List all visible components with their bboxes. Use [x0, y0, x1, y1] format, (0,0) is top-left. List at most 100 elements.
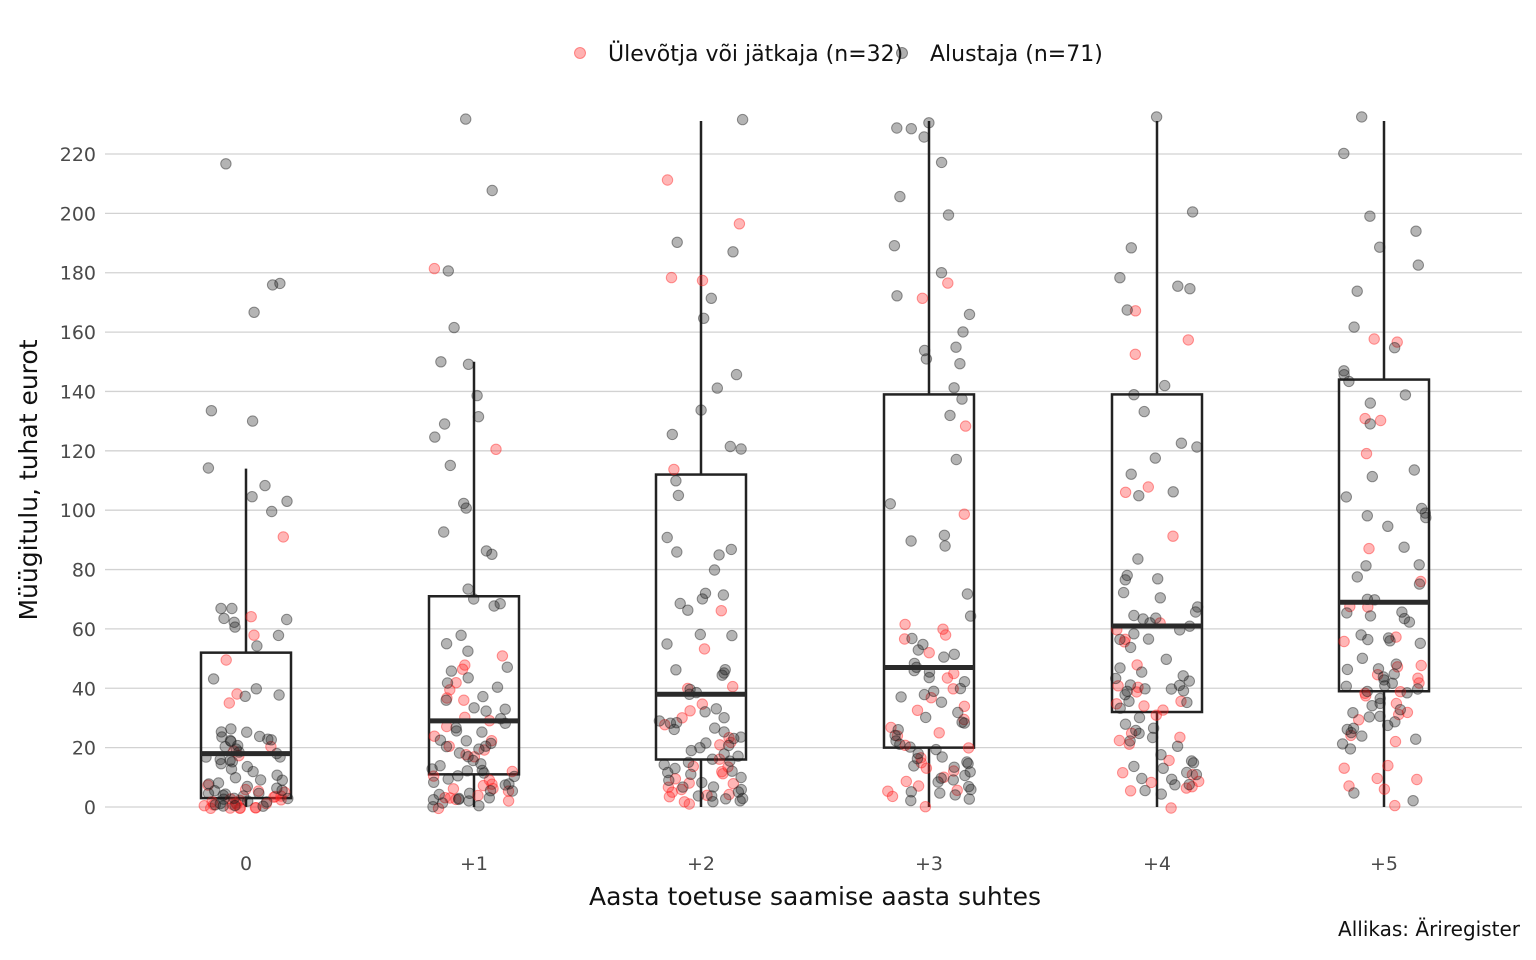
- point-alustaja-0-69: [257, 800, 269, 812]
- point-alustaja-0-23: [225, 723, 237, 735]
- point-alustaja-2-18: [699, 587, 712, 599]
- point-alustaja-2-39: [709, 722, 721, 734]
- point-alustaja-3-27: [917, 638, 929, 651]
- point-alustaja-1-43: [473, 743, 485, 755]
- point-ulevotja-4-20: [1174, 731, 1186, 743]
- point-alustaja-1-12: [460, 502, 472, 514]
- point-alustaja-1-47: [475, 758, 487, 770]
- point-ulevotja-1-23: [487, 782, 499, 795]
- legend-label-ulevotja: Ülevõtja või jätkaja (n=32): [608, 41, 903, 67]
- point-alustaja-1-45: [462, 751, 474, 763]
- point-ulevotja-5-28: [1411, 773, 1423, 786]
- point-ulevotja-1-4: [456, 663, 469, 675]
- point-alustaja-4-8: [1128, 389, 1140, 401]
- y-tick-label-220: 220: [60, 144, 96, 166]
- point-ulevotja-3-30: [886, 790, 899, 803]
- point-alustaja-3-22: [905, 535, 917, 547]
- point-ulevotja-1-27: [444, 792, 456, 804]
- point-ulevotja-2-7: [727, 680, 739, 693]
- point-alustaja-0-47: [229, 772, 242, 784]
- point-alustaja-4-20: [1117, 586, 1130, 599]
- point-ulevotja-1-20: [483, 774, 496, 786]
- point-alustaja-2-21: [674, 597, 686, 610]
- point-alustaja-3-61: [935, 772, 947, 784]
- point-alustaja-1-11: [458, 497, 470, 510]
- point-alustaja-5-15: [1408, 464, 1421, 476]
- point-alustaja-4-19: [1152, 573, 1164, 585]
- point-alustaja-2-13: [661, 531, 673, 544]
- point-alustaja-5-47: [1386, 677, 1399, 689]
- point-ulevotja-2-12: [659, 719, 671, 731]
- point-alustaja-1-6: [471, 389, 483, 402]
- point-alustaja-5-37: [1362, 633, 1374, 646]
- point-alustaja-5-7: [1348, 321, 1360, 333]
- point-alustaja-2-42: [735, 731, 747, 743]
- point-ulevotja-5-14: [1412, 672, 1424, 684]
- point-alustaja-5-66: [1410, 733, 1422, 745]
- point-alustaja-2-38: [670, 717, 683, 729]
- point-alustaja-3-50: [904, 741, 916, 753]
- box-2: [654, 473, 748, 761]
- y-tick-label-40: 40: [72, 678, 96, 700]
- point-alustaja-0-55: [253, 787, 265, 799]
- point-ulevotja-2-30: [678, 796, 691, 808]
- point-alustaja-0-64: [242, 795, 254, 807]
- point-alustaja-1-3: [448, 321, 460, 334]
- point-alustaja-3-68: [949, 789, 961, 801]
- point-ulevotja-2-11: [676, 712, 688, 724]
- point-alustaja-1-55: [442, 773, 454, 785]
- point-alustaja-1-57: [503, 778, 515, 790]
- point-alustaja-4-36: [1136, 666, 1148, 678]
- point-alustaja-5-9: [1338, 365, 1350, 377]
- point-alustaja-0-14: [281, 613, 293, 626]
- point-alustaja-1-46: [467, 754, 479, 767]
- point-ulevotja-3-5: [937, 623, 949, 635]
- point-ulevotja-2-3: [696, 274, 709, 287]
- point-alustaja-2-17: [708, 564, 721, 576]
- point-ulevotja-2-14: [725, 736, 737, 749]
- point-alustaja-3-12: [950, 341, 962, 353]
- point-ulevotja-5-3: [1374, 414, 1387, 427]
- point-ulevotja-2-26: [666, 786, 678, 798]
- point-alustaja-4-63: [1181, 766, 1193, 779]
- point-alustaja-2-58: [735, 771, 747, 784]
- point-ulevotja-4-9: [1118, 636, 1131, 648]
- point-alustaja-2-59: [663, 774, 675, 786]
- point-alustaja-0-48: [254, 774, 267, 786]
- legend-swatch-ulevotja: [574, 47, 586, 59]
- point-alustaja-5-12: [1399, 389, 1412, 401]
- point-alustaja-5-65: [1356, 730, 1368, 742]
- point-alustaja-3-39: [918, 688, 931, 701]
- point-alustaja-0-44: [225, 763, 238, 775]
- point-alustaja-2-70: [734, 795, 746, 807]
- point-alustaja-0-9: [281, 495, 293, 507]
- point-ulevotja-0-14: [269, 790, 281, 803]
- point-ulevotja-2-22: [683, 777, 695, 789]
- point-alustaja-1-48: [434, 760, 446, 772]
- point-alustaja-1-7: [472, 411, 485, 423]
- point-ulevotja-5-18: [1360, 690, 1372, 702]
- point-alustaja-0-27: [216, 731, 228, 743]
- point-ulevotja-2-6: [698, 643, 711, 655]
- point-ulevotja-5-13: [1371, 669, 1384, 681]
- point-alustaja-5-14: [1364, 418, 1376, 430]
- point-ulevotja-4-21: [1113, 734, 1126, 747]
- point-alustaja-2-2: [727, 246, 739, 258]
- point-alustaja-1-9: [429, 431, 441, 443]
- point-alustaja-0-67: [214, 797, 227, 810]
- point-alustaja-3-49: [894, 738, 906, 750]
- point-alustaja-0-4: [205, 405, 218, 417]
- point-alustaja-1-58: [499, 779, 511, 791]
- point-alustaja-5-70: [1407, 795, 1419, 807]
- point-alustaja-0-21: [273, 689, 285, 701]
- point-alustaja-2-64: [732, 786, 745, 798]
- point-ulevotja-0-9: [202, 779, 214, 791]
- point-alustaja-4-43: [1165, 683, 1178, 695]
- point-ulevotja-1-21: [486, 778, 498, 790]
- point-ulevotja-0-26: [249, 802, 262, 814]
- point-alustaja-5-61: [1382, 719, 1394, 732]
- point-ulevotja-2-23: [727, 778, 739, 790]
- point-alustaja-0-11: [215, 602, 227, 615]
- point-alustaja-5-48: [1340, 680, 1353, 692]
